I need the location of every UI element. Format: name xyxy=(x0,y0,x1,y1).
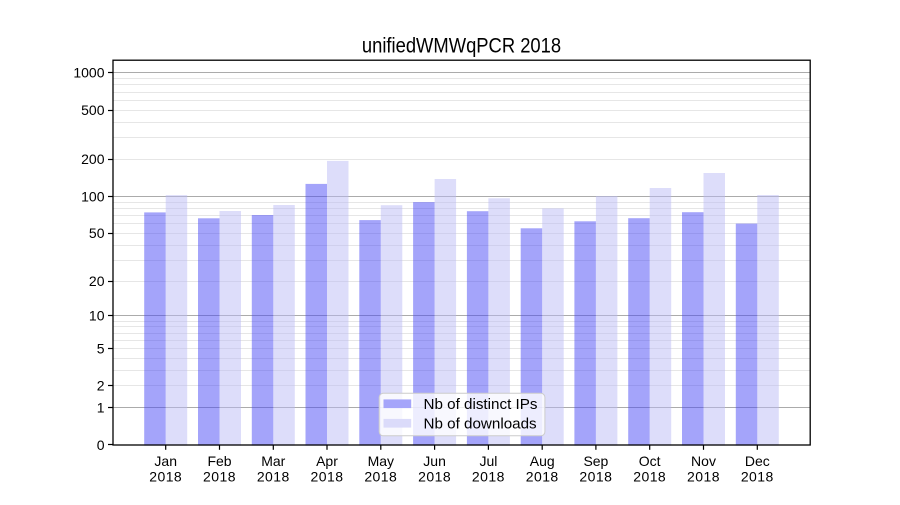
svg-text:5: 5 xyxy=(97,340,105,356)
svg-text:0: 0 xyxy=(97,437,105,453)
svg-text:200: 200 xyxy=(81,151,105,167)
svg-text:Nov: Nov xyxy=(691,453,716,469)
svg-text:Nb of distinct IPs: Nb of distinct IPs xyxy=(424,396,538,413)
svg-text:Nb of downloads: Nb of downloads xyxy=(424,416,538,433)
svg-text:50: 50 xyxy=(89,225,105,241)
svg-text:20: 20 xyxy=(89,273,105,289)
svg-text:Apr: Apr xyxy=(316,453,338,469)
svg-text:2018: 2018 xyxy=(364,468,397,484)
svg-text:2018: 2018 xyxy=(311,468,344,484)
svg-text:Mar: Mar xyxy=(261,453,285,469)
svg-text:2018: 2018 xyxy=(526,468,559,484)
svg-text:Aug: Aug xyxy=(530,453,555,469)
svg-text:2: 2 xyxy=(97,378,105,394)
svg-text:Dec: Dec xyxy=(745,453,770,469)
svg-text:1000: 1000 xyxy=(73,65,104,81)
svg-text:2018: 2018 xyxy=(633,468,666,484)
svg-text:500: 500 xyxy=(81,102,105,118)
svg-text:2018: 2018 xyxy=(149,468,182,484)
svg-text:Oct: Oct xyxy=(639,453,661,469)
svg-text:unifiedWMWqPCR 2018: unifiedWMWqPCR 2018 xyxy=(362,34,561,58)
svg-text:Jan: Jan xyxy=(154,453,177,469)
svg-text:2018: 2018 xyxy=(579,468,612,484)
svg-text:May: May xyxy=(368,453,394,469)
svg-text:2018: 2018 xyxy=(203,468,236,484)
svg-text:100: 100 xyxy=(81,188,105,204)
svg-text:Jun: Jun xyxy=(423,453,446,469)
svg-text:Sep: Sep xyxy=(583,453,608,469)
svg-text:1: 1 xyxy=(97,400,105,416)
svg-text:Jul: Jul xyxy=(479,453,497,469)
svg-text:2018: 2018 xyxy=(741,468,774,484)
svg-text:2018: 2018 xyxy=(418,468,451,484)
svg-text:2018: 2018 xyxy=(687,468,720,484)
svg-text:2018: 2018 xyxy=(472,468,505,484)
svg-text:10: 10 xyxy=(89,308,105,324)
svg-text:2018: 2018 xyxy=(257,468,290,484)
svg-text:Feb: Feb xyxy=(207,453,231,469)
